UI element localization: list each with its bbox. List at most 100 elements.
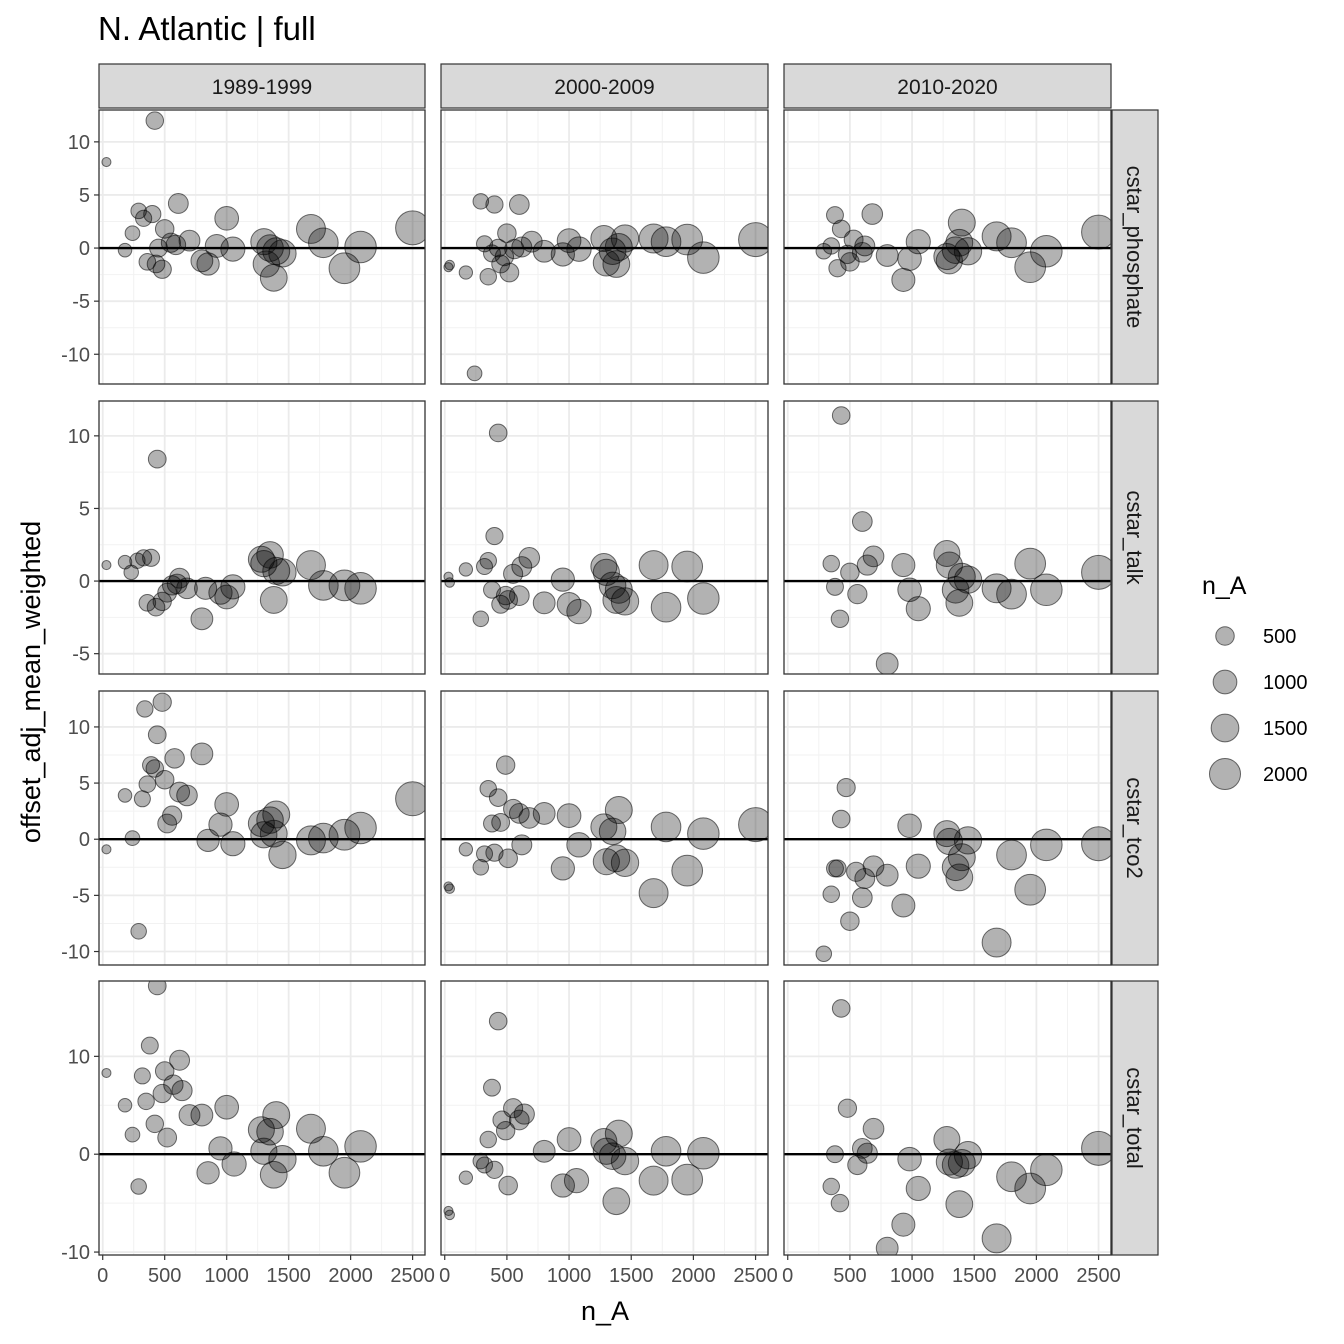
x-tick-label: 0 <box>439 1265 450 1287</box>
panel-points <box>101 111 425 292</box>
data-point <box>518 547 541 569</box>
data-point <box>996 839 1027 871</box>
data-point <box>140 1036 159 1055</box>
y-tick-label: 5 <box>79 185 90 207</box>
data-point <box>947 208 976 237</box>
panel-points <box>101 449 377 631</box>
data-point <box>687 241 720 274</box>
data-point <box>221 1151 247 1177</box>
data-point <box>101 1067 112 1079</box>
panel-border <box>98 400 426 675</box>
data-point <box>1081 554 1111 590</box>
data-point <box>147 725 167 745</box>
data-point <box>491 812 511 832</box>
data-point <box>135 549 153 567</box>
data-point <box>671 854 704 887</box>
data-point <box>891 893 916 918</box>
panel-points <box>443 1011 720 1221</box>
data-point <box>840 562 860 583</box>
panel-cstar_phosphate-1989-1999: -10 -5 0 5 10 <box>61 109 426 385</box>
data-point <box>837 244 858 265</box>
data-point <box>602 586 631 614</box>
legend-title: n_A <box>1202 572 1247 600</box>
y-tick-label: -5 <box>72 644 90 666</box>
data-point <box>458 842 474 857</box>
data-point <box>875 244 899 267</box>
data-point <box>485 1160 504 1179</box>
data-point <box>466 365 483 382</box>
data-point <box>556 1127 582 1152</box>
panel-border <box>98 690 426 966</box>
data-point <box>488 788 508 807</box>
panel-cstar_total-1989-1999: -10 0 10 0 500 1000 1500 2000 2500 <box>61 980 435 1287</box>
data-point <box>147 449 167 469</box>
data-point <box>308 822 339 854</box>
data-point <box>328 1156 361 1189</box>
data-point <box>566 598 592 625</box>
data-point <box>124 1126 141 1143</box>
data-point <box>142 548 161 567</box>
data-point <box>259 586 288 614</box>
data-point <box>262 800 291 829</box>
data-point <box>826 1145 844 1164</box>
data-point <box>891 1212 916 1237</box>
data-point <box>862 1117 885 1140</box>
data-point <box>268 840 297 870</box>
x-tick-label: 0 <box>97 1265 108 1287</box>
row-strip-cstar_phosphate <box>1111 109 1159 385</box>
data-point <box>897 1146 922 1172</box>
data-point <box>897 246 922 271</box>
data-point <box>862 855 885 878</box>
row-strip-label: cstar_total <box>1122 1067 1147 1169</box>
data-point <box>133 790 151 808</box>
data-point <box>550 567 575 592</box>
data-point <box>488 423 508 443</box>
data-point <box>247 1116 275 1144</box>
data-point <box>953 237 983 266</box>
data-point <box>498 1175 518 1196</box>
data-point <box>840 911 860 931</box>
x-tick-label: 2500 <box>390 1265 435 1287</box>
data-point <box>981 927 1012 958</box>
data-point <box>590 1127 618 1156</box>
data-point <box>550 242 575 267</box>
data-point <box>602 844 631 873</box>
data-point <box>843 229 864 250</box>
y-tick-label: -5 <box>72 885 90 907</box>
data-point <box>124 830 141 846</box>
legend-key-point <box>1210 713 1240 743</box>
data-point <box>550 1173 575 1198</box>
data-point <box>178 1104 201 1126</box>
data-point <box>604 796 633 825</box>
panel-points <box>822 999 1111 1255</box>
column-strip-label: 1989-1999 <box>212 76 312 99</box>
data-point <box>250 821 278 849</box>
data-point <box>488 1011 508 1031</box>
data-point <box>610 1146 640 1176</box>
data-point <box>143 204 162 224</box>
data-point <box>458 265 474 280</box>
data-point <box>518 807 541 829</box>
data-point <box>830 609 850 629</box>
data-point <box>176 577 198 600</box>
data-point <box>604 233 633 261</box>
data-point <box>194 576 218 600</box>
y-tick-label: 5 <box>79 498 90 520</box>
data-point <box>137 1092 155 1111</box>
data-point <box>897 577 922 603</box>
data-point <box>145 111 165 130</box>
data-point <box>847 584 868 605</box>
data-point <box>638 223 669 254</box>
panel-border <box>783 690 1112 966</box>
data-point <box>532 239 556 263</box>
panel-border <box>783 400 1112 675</box>
data-point <box>891 267 916 292</box>
data-point <box>511 556 533 578</box>
data-point <box>145 1114 165 1134</box>
data-point <box>826 577 844 596</box>
panel-grid <box>784 981 1111 1255</box>
data-point <box>479 1130 497 1149</box>
data-point <box>344 572 377 605</box>
x-tick-label: 500 <box>833 1265 866 1287</box>
